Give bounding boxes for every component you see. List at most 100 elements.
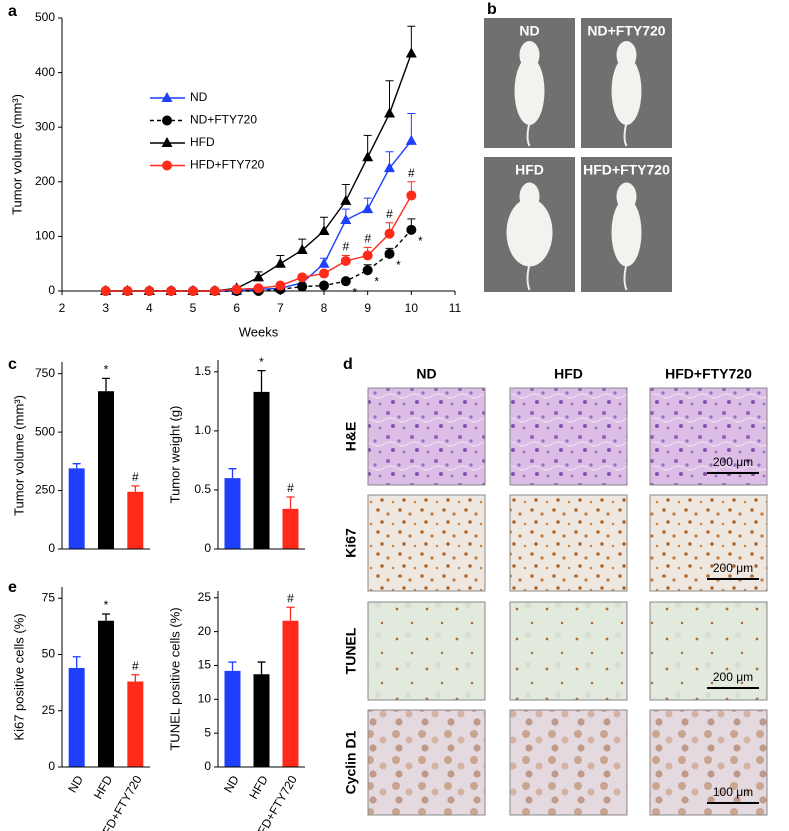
error-bar bbox=[131, 674, 140, 682]
significance: * bbox=[418, 234, 423, 248]
marker bbox=[166, 286, 177, 296]
photo-label: HFD bbox=[515, 162, 544, 178]
marker bbox=[319, 280, 329, 291]
y-axis-label: TUNEL positive cells (%) bbox=[167, 607, 182, 750]
marker bbox=[100, 286, 111, 296]
marker bbox=[274, 257, 286, 268]
marker bbox=[188, 286, 198, 296]
x-tick-label: 6 bbox=[233, 301, 240, 315]
panel-label: b bbox=[487, 1, 497, 18]
marker bbox=[297, 272, 308, 283]
legend-marker bbox=[161, 137, 173, 147]
y-tick-label: 5 bbox=[204, 725, 211, 739]
panel-label: c bbox=[8, 356, 17, 373]
error-bar bbox=[257, 369, 266, 392]
marker bbox=[318, 224, 330, 235]
y-tick-label: 1.0 bbox=[194, 423, 211, 437]
mouse-body bbox=[611, 57, 642, 125]
y-tick-label: 0.5 bbox=[194, 482, 211, 496]
y-tick-label: 0 bbox=[48, 541, 55, 555]
significance: # bbox=[386, 207, 393, 221]
y-tick-label: 0 bbox=[48, 283, 55, 297]
x-tick-label: 3 bbox=[102, 301, 109, 315]
marker bbox=[231, 284, 242, 295]
marker bbox=[406, 224, 417, 235]
marker bbox=[340, 255, 351, 266]
row-header: H&E bbox=[343, 422, 359, 452]
bar bbox=[68, 668, 85, 767]
y-tick-label: 500 bbox=[35, 424, 55, 438]
significance: # bbox=[287, 481, 294, 495]
marker bbox=[340, 214, 352, 225]
bar bbox=[282, 508, 299, 549]
bar bbox=[98, 391, 114, 549]
y-tick-label: 20 bbox=[198, 624, 212, 638]
mouse-tail bbox=[526, 122, 531, 147]
legend-marker bbox=[162, 115, 172, 126]
bar bbox=[68, 468, 85, 549]
y-tick-label: 1.5 bbox=[194, 364, 211, 378]
x-tick-label: 8 bbox=[321, 301, 328, 315]
significance: * bbox=[352, 285, 357, 299]
legend-label: ND bbox=[190, 90, 208, 104]
y-axis-label: Tumor weight (g) bbox=[167, 406, 182, 504]
legend-marker bbox=[161, 92, 173, 102]
panel-label: a bbox=[8, 3, 17, 20]
x-tick-label: ND bbox=[221, 773, 242, 795]
column-header: HFD+FTY720 bbox=[665, 366, 752, 382]
marker bbox=[362, 265, 373, 276]
micrograph bbox=[509, 494, 628, 592]
mouse-body bbox=[514, 57, 545, 125]
marker bbox=[319, 268, 329, 279]
panel-label: e bbox=[8, 579, 17, 596]
marker bbox=[405, 47, 417, 58]
marker bbox=[296, 244, 308, 255]
marker bbox=[144, 286, 155, 296]
marker bbox=[384, 228, 395, 239]
y-tick-label: 200 bbox=[35, 174, 55, 188]
bar bbox=[253, 674, 270, 767]
marker bbox=[253, 271, 264, 282]
micrograph bbox=[649, 387, 768, 486]
significance: # bbox=[408, 166, 415, 180]
photo-label: ND+FTY720 bbox=[587, 23, 665, 39]
x-tick-label: 11 bbox=[449, 301, 462, 315]
micrograph bbox=[367, 709, 486, 816]
significance: # bbox=[342, 240, 349, 254]
x-tick-label: 7 bbox=[277, 301, 284, 315]
x-tick-label: 10 bbox=[405, 301, 419, 315]
error-bar bbox=[72, 463, 81, 469]
y-tick-label: 100 bbox=[35, 229, 55, 243]
micrograph bbox=[649, 494, 768, 592]
y-tick-label: 25 bbox=[42, 703, 56, 717]
legend-label: ND+FTY720 bbox=[190, 113, 257, 127]
scale-bar-label: 100 μm bbox=[713, 785, 753, 799]
x-tick-label: 9 bbox=[364, 301, 371, 315]
micrograph bbox=[367, 494, 486, 592]
legend-marker bbox=[162, 160, 172, 171]
y-tick-label: 0 bbox=[204, 759, 211, 773]
y-axis-label: Ki67 positive cells (%) bbox=[11, 613, 26, 740]
error-bar bbox=[72, 656, 81, 668]
significance: # bbox=[132, 659, 139, 673]
marker bbox=[209, 286, 220, 296]
mouse-tail bbox=[623, 264, 628, 291]
marker bbox=[362, 203, 374, 214]
mouse-body bbox=[611, 198, 642, 267]
error-bar bbox=[102, 377, 110, 392]
error-bar bbox=[228, 468, 237, 479]
marker bbox=[122, 286, 133, 296]
legend-label: HFD+FTY720 bbox=[190, 158, 265, 172]
y-tick-label: 750 bbox=[35, 366, 55, 380]
error-bar bbox=[102, 613, 110, 621]
x-tick-label: HFD bbox=[246, 773, 271, 802]
micrograph bbox=[649, 709, 768, 816]
marker bbox=[405, 134, 417, 145]
error-bar bbox=[131, 485, 140, 492]
micrograph bbox=[509, 709, 628, 816]
micrograph bbox=[509, 601, 628, 701]
error-bar bbox=[286, 606, 295, 621]
y-tick-label: 0 bbox=[48, 759, 55, 773]
marker bbox=[318, 257, 330, 268]
significance: # bbox=[132, 470, 139, 484]
